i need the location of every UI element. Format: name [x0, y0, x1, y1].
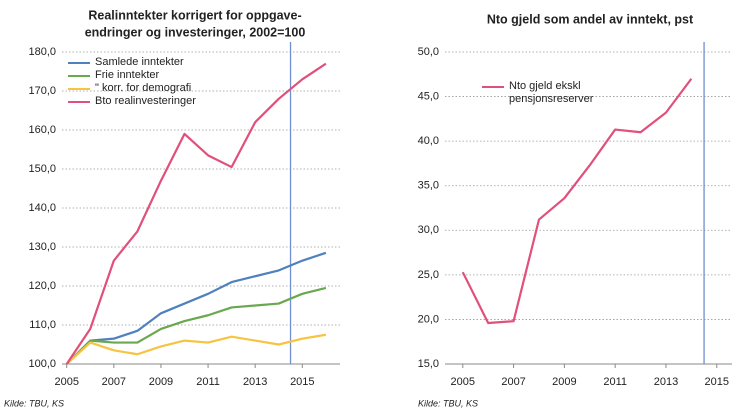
source-note: Kilde: TBU, KS	[4, 398, 64, 408]
legend-swatch	[68, 88, 90, 90]
x-tick-label: 2005	[451, 376, 475, 388]
legend: Nto gjeld ekskl pensjonsreserver	[482, 80, 612, 106]
legend-label: " korr. for demografi	[95, 82, 192, 94]
x-tick-label: 2009	[149, 376, 173, 388]
legend-label: Nto gjeld ekskl pensjonsreserver	[509, 80, 594, 105]
y-tick-label: 160,0	[28, 124, 56, 136]
legend-entry: Bto realinvesteringer	[68, 95, 268, 108]
legend-label: Frie inntekter	[95, 69, 160, 81]
x-tick-label: 2009	[552, 376, 576, 388]
y-tick-label: 15,0	[418, 358, 439, 370]
legend-swatch	[68, 62, 90, 64]
y-tick-label: 170,0	[28, 85, 56, 97]
y-tick-label: 40,0	[418, 135, 439, 147]
y-tick-label: 20,0	[418, 313, 439, 325]
source-note: Kilde: TBU, KS	[418, 398, 478, 408]
legend-swatch	[68, 101, 90, 103]
y-tick-label: 120,0	[28, 280, 56, 292]
x-tick-label: 2007	[102, 376, 126, 388]
chart-title: endringer og investeringer, 2002=100	[85, 25, 306, 39]
x-tick-label: 2013	[243, 376, 267, 388]
y-tick-label: 140,0	[28, 202, 56, 214]
x-tick-label: 2015	[290, 376, 314, 388]
legend-entry: Frie inntekter	[68, 69, 268, 82]
x-tick-label: 2005	[54, 376, 78, 388]
series-line	[65, 286, 327, 365]
y-tick-label: 50,0	[418, 46, 439, 58]
legend: Samlede inntekter Frie inntekter " korr. f…	[68, 56, 268, 108]
x-tick-label: 2011	[603, 376, 627, 388]
chart-title: Nto gjeld som andel av inntekt, pst	[487, 12, 694, 26]
y-tick-label: 45,0	[418, 90, 439, 102]
series-line	[65, 333, 327, 365]
legend-entry: Nto gjeld ekskl pensjonsreserver	[482, 80, 612, 106]
y-tick-label: 35,0	[418, 180, 439, 192]
legend-entry: Samlede inntekter	[68, 56, 268, 69]
legend-swatch	[68, 75, 90, 77]
y-tick-label: 25,0	[418, 269, 439, 281]
y-tick-label: 30,0	[418, 224, 439, 236]
chart-title: Realinntekter korrigert for oppgave-	[88, 8, 301, 22]
x-tick-label: 2011	[196, 376, 220, 388]
y-tick-label: 110,0	[29, 319, 56, 331]
x-tick-label: 2007	[501, 376, 525, 388]
legend-entry: " korr. for demografi	[68, 82, 268, 95]
legend-swatch	[482, 86, 504, 88]
legend-label: Bto realinvesteringer	[95, 95, 196, 107]
series-line	[65, 62, 327, 365]
y-tick-label: 180,0	[28, 46, 56, 58]
x-tick-label: 2013	[654, 376, 678, 388]
y-tick-label: 130,0	[28, 241, 56, 253]
y-tick-label: 150,0	[28, 163, 56, 175]
legend-label: Samlede inntekter	[95, 56, 184, 68]
series-line	[461, 78, 693, 325]
series-line	[65, 251, 327, 365]
x-tick-label: 2015	[705, 376, 729, 388]
y-tick-label: 100,0	[28, 358, 56, 370]
